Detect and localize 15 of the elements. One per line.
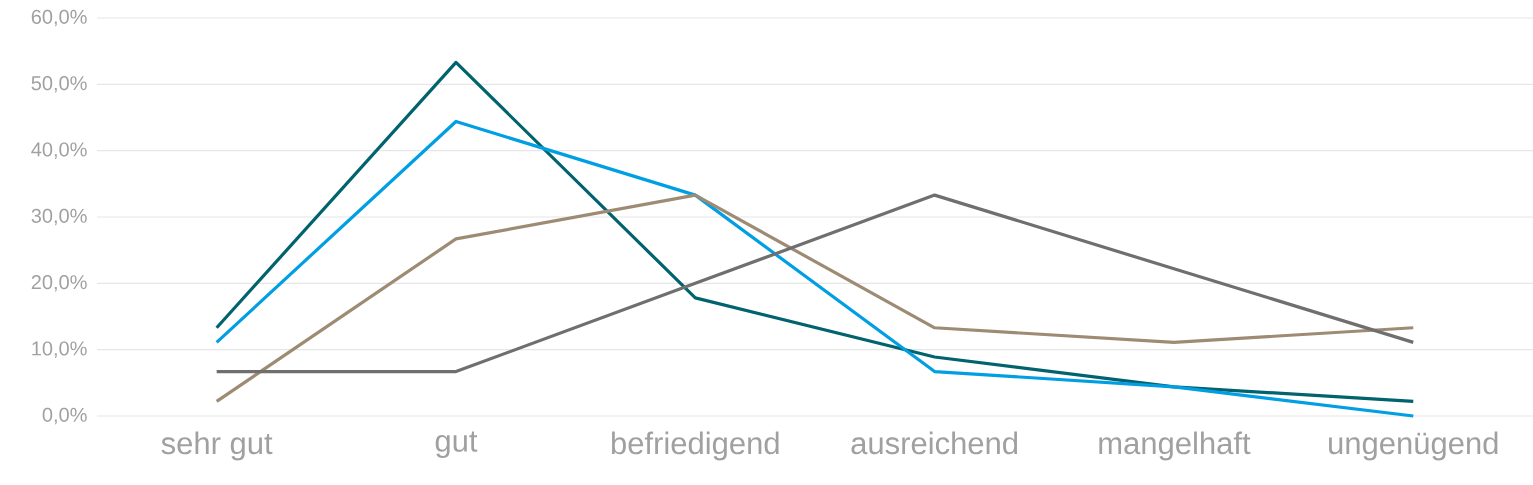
x-tick-label: befriedigend — [611, 431, 779, 461]
x-tick-label: gut — [435, 431, 478, 459]
y-tick-label: 20,0% — [31, 275, 87, 292]
y-tick-label: 40,0% — [31, 142, 87, 159]
y-tick-label: 30,0% — [31, 208, 87, 226]
line-series — [215, 60, 1415, 404]
x-tick-label: ungenügend — [1329, 431, 1498, 461]
x-tick-label: mangelhaft — [1099, 431, 1251, 461]
line-series — [215, 119, 1415, 418]
x-tick-label: sehr gut — [161, 431, 273, 461]
x-tick-label: ausreichend — [851, 431, 1018, 455]
y-tick-label: 10,0% — [32, 341, 87, 358]
y-tick-label: 0,0% — [42, 407, 87, 425]
y-tick-label: 60,0% — [31, 9, 87, 27]
y-tick-label: 50,0% — [31, 76, 87, 93]
